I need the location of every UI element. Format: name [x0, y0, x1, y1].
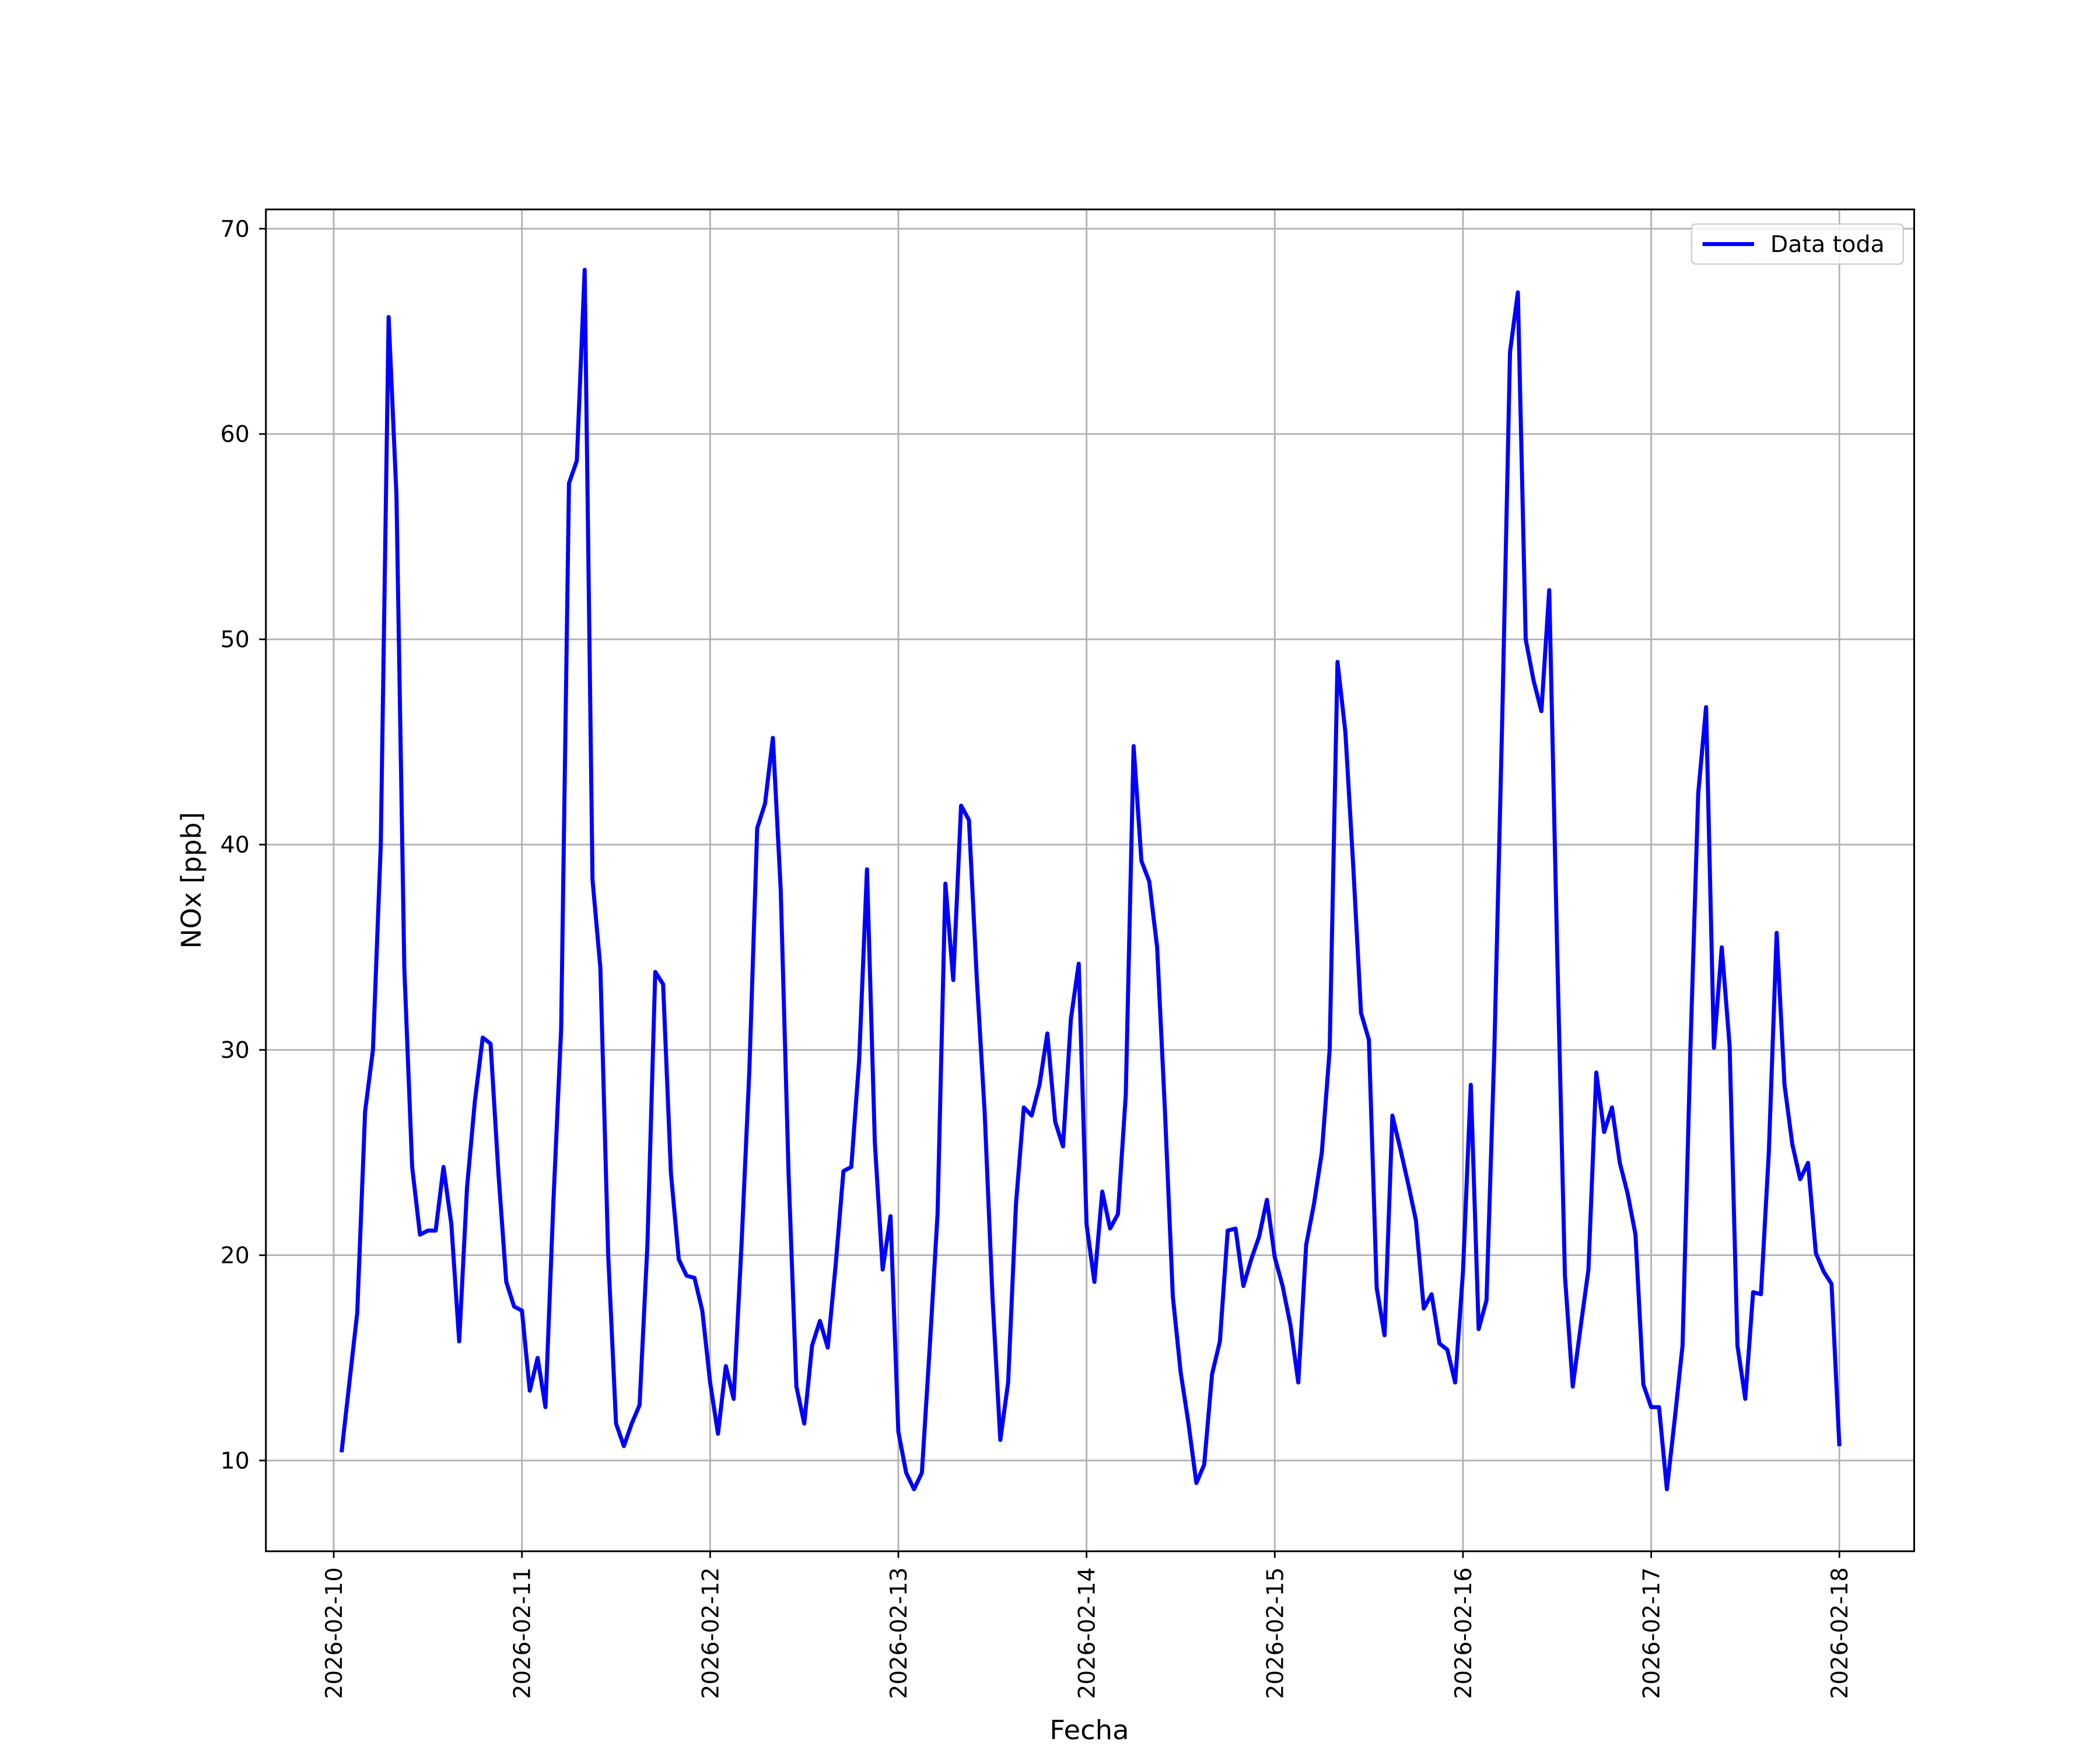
y-tick-label: 20 — [220, 1243, 250, 1269]
legend-box — [1690, 223, 1904, 265]
x-tick-label: 2026-02-10 — [321, 1567, 348, 1699]
legend-label: Data toda — [1770, 232, 1885, 258]
x-tick-label: 2026-02-15 — [1262, 1567, 1289, 1699]
y-tick-label: 60 — [220, 422, 250, 448]
y-tick-label: 50 — [220, 627, 250, 653]
y-tick-label: 10 — [220, 1448, 250, 1475]
x-tick-label: 2026-02-11 — [509, 1567, 536, 1699]
y-axis-label: NOx [ppb] — [176, 812, 207, 949]
data-line — [340, 268, 1842, 1492]
x-tick-label: 2026-02-17 — [1639, 1567, 1665, 1699]
x-tick-label: 2026-02-13 — [886, 1567, 912, 1699]
x-tick-label: 2026-02-18 — [1827, 1567, 1853, 1699]
x-tick-label: 2026-02-16 — [1451, 1567, 1477, 1699]
x-tick-label: 2026-02-12 — [698, 1567, 724, 1699]
legend: Data toda — [1690, 223, 1904, 265]
y-tick-label: 70 — [220, 216, 250, 243]
y-tick-label: 30 — [220, 1038, 250, 1064]
y-tick-label: 40 — [220, 832, 250, 859]
plot-frame — [265, 208, 1915, 1552]
x-axis-label: Fecha — [1049, 1714, 1129, 1746]
x-tick-label: 2026-02-14 — [1074, 1567, 1100, 1699]
